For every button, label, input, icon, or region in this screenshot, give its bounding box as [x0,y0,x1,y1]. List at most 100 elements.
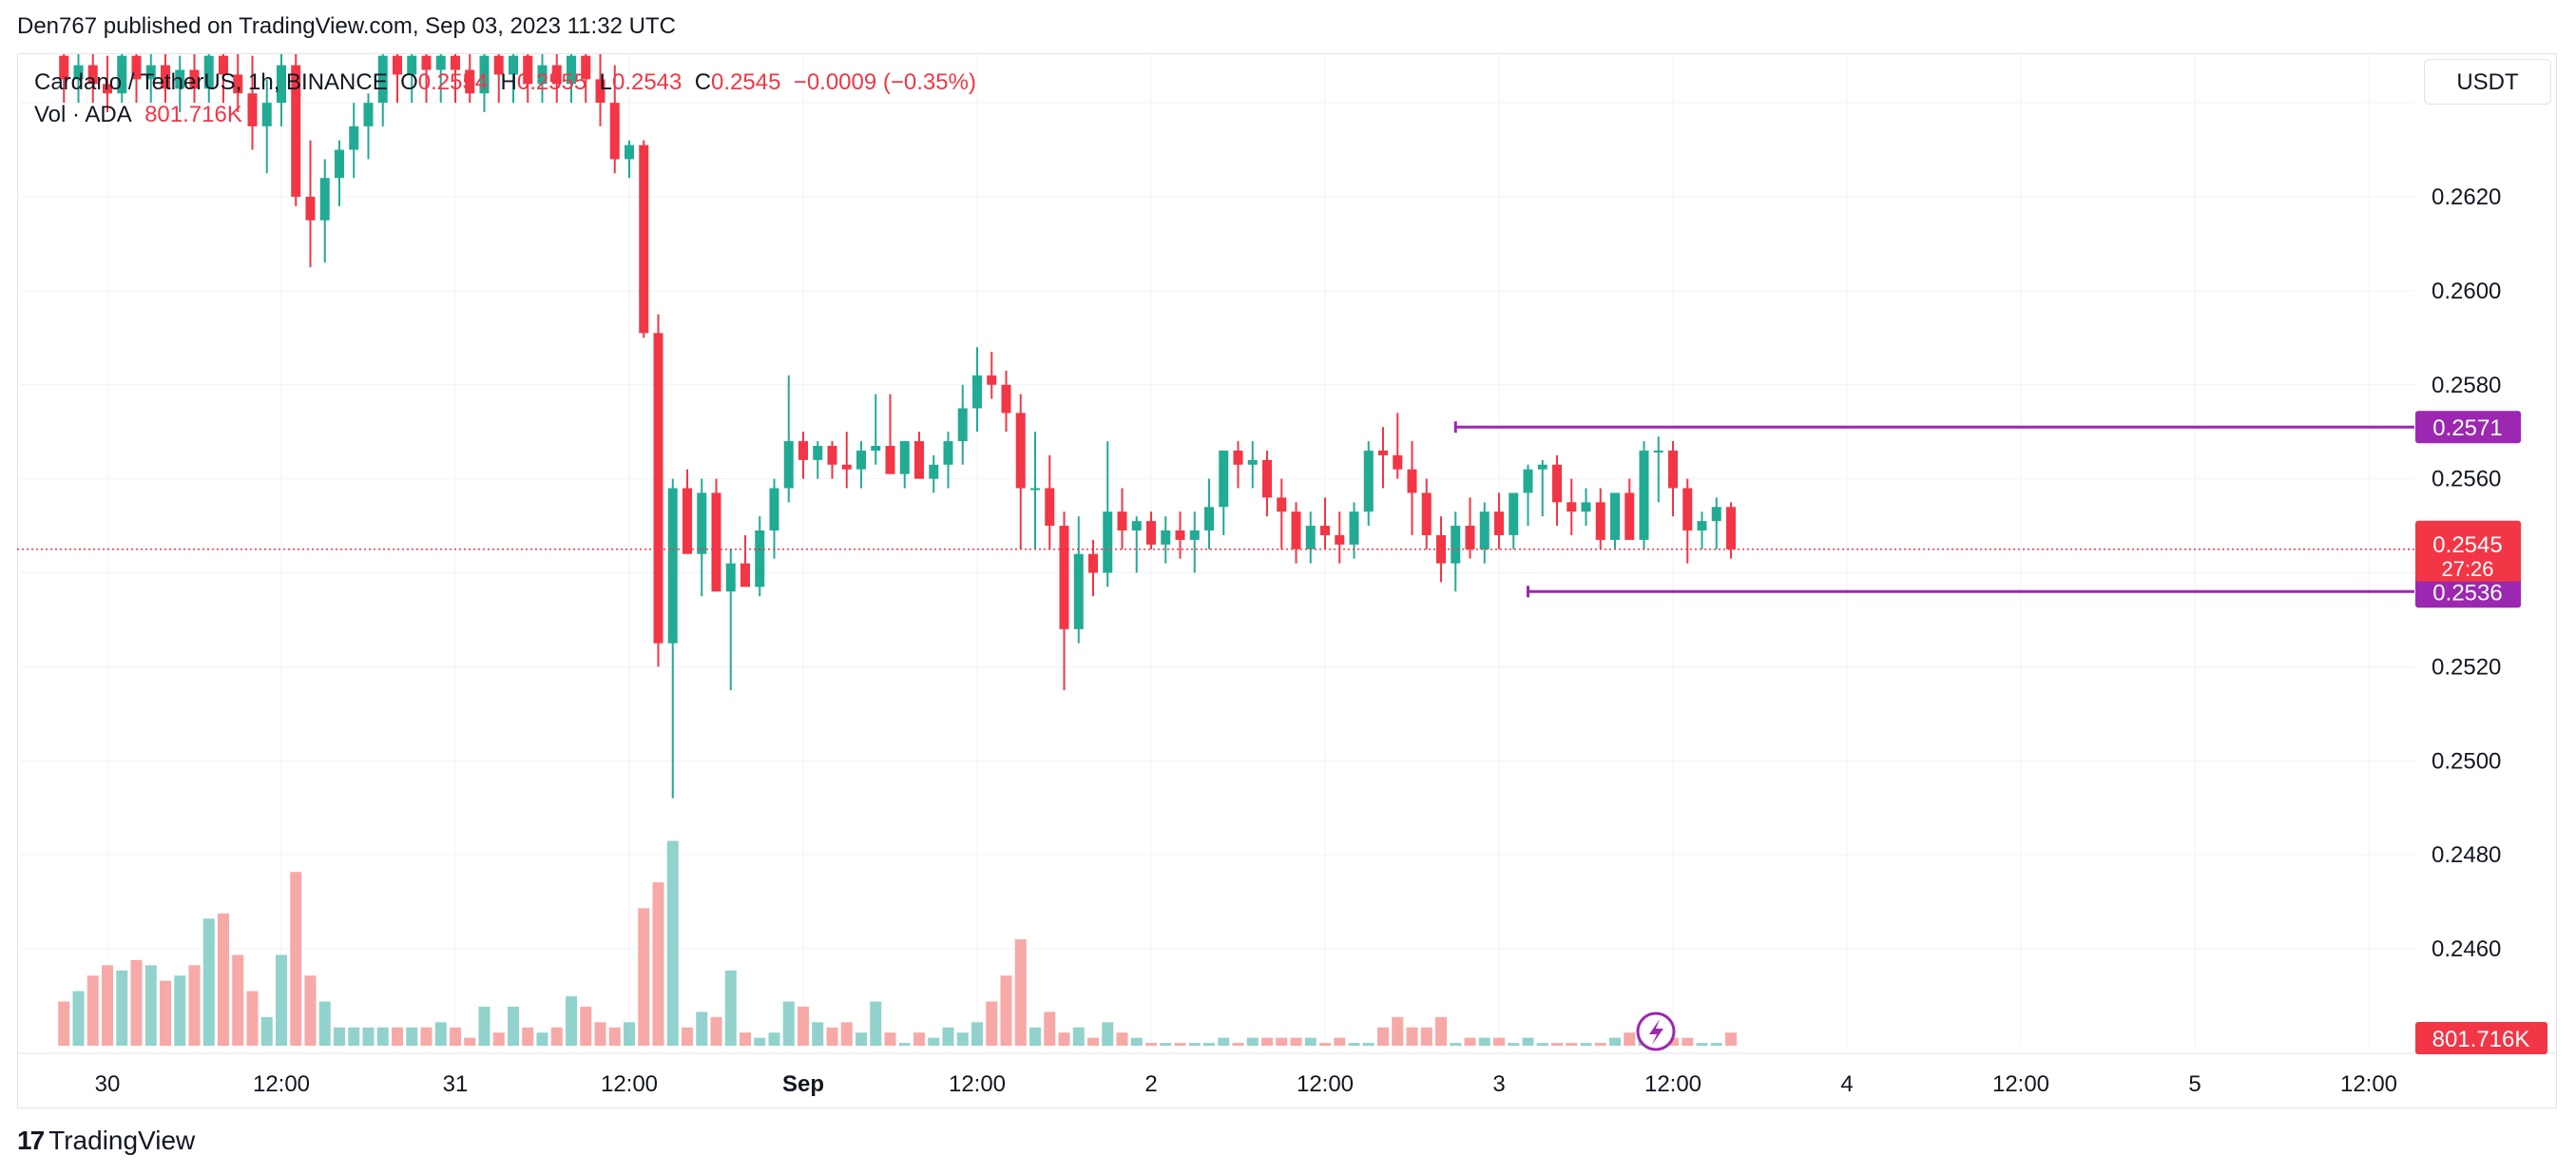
candle-body [899,441,910,474]
candle-body [1219,450,1229,508]
candle-body [813,446,823,460]
volume-bar [1246,1037,1259,1046]
x-tick-label: 12:00 [601,1071,658,1097]
candle-body [219,55,228,75]
candle-body [667,488,678,644]
volume-bar [1522,1037,1534,1046]
candle-body [1421,492,1432,535]
volume-bar [782,1001,795,1046]
candle-body [1175,530,1185,540]
volume-bar [450,1027,461,1046]
volume-bar [348,1027,360,1046]
flash-icon[interactable] [1636,1011,1676,1051]
volume-bar [1044,1011,1056,1046]
candle-body [943,441,953,465]
candle-body [1146,521,1156,545]
candle-body [957,408,968,442]
candle-body [421,55,432,70]
candle-body [277,65,286,104]
candle-body [1088,553,1098,573]
open-value: 0.2554 [417,69,489,95]
countdown-label: 27:26 [2441,557,2493,581]
volume-bar [1261,1037,1273,1046]
volume-bar [1218,1037,1230,1046]
volume-bar [1029,1027,1041,1046]
volume-bar [710,1016,722,1046]
close-value: 0.2545 [711,69,781,95]
volume-bar [754,1037,766,1046]
candle-body [1277,497,1287,512]
horizontal-levels [17,421,2414,598]
symbol-title[interactable]: Cardano / TetherUS, 1h, BINANCE [34,69,388,95]
y-tick-label: 0.2460 [2432,936,2501,962]
volume-bar [956,1032,969,1046]
candle-body [131,55,142,80]
currency-button[interactable]: USDT [2424,59,2551,105]
candle-body [725,563,736,592]
volume-bar [1174,1043,1186,1046]
candle-body [1233,450,1243,465]
y-tick-label: 0.2500 [2432,748,2501,774]
candle-body [1349,511,1359,545]
volume-bar [102,965,113,1046]
volume-bar [798,1006,809,1046]
volume-bar [666,840,679,1046]
candle-body [1335,534,1345,545]
x-tick-label: 4 [1840,1071,1853,1097]
volume-label[interactable]: Vol · ADA [34,102,132,127]
volume-bar [566,996,577,1046]
volume-bar [1160,1043,1172,1046]
volume-value: 801.716K [144,102,242,127]
candle-body [682,488,692,554]
grid [17,54,2414,1046]
candle-body [335,149,344,179]
candle-body [987,375,997,385]
candle-body [117,55,127,94]
candle-body [1378,450,1388,455]
candle-body [871,446,881,451]
volume-bar [492,1032,505,1046]
volume-bar [1580,1043,1592,1046]
volume-bar [682,1027,693,1046]
candle-body [363,103,374,126]
candle-body [523,55,533,85]
candle-body [103,84,112,94]
volume-bar [550,1027,563,1046]
candle-body [1320,526,1330,535]
tradingview-logo[interactable]: 17 TradingView [17,1126,195,1156]
volume-bar [1188,1043,1201,1046]
volume-bar [840,1022,853,1046]
volume-bar [144,965,157,1046]
volume-bar [1203,1043,1215,1046]
candle-body [827,446,837,465]
volume-bar [464,1037,476,1046]
low-value: 0.2543 [611,69,682,95]
candle-body [1465,526,1475,549]
volume-bar [290,872,302,1046]
volume-bar [276,954,287,1046]
volume-bar [1058,1032,1070,1046]
volume-bar [218,913,229,1046]
volume-bar [870,1001,882,1046]
candle-body [755,530,765,588]
volume-bar [1348,1043,1360,1046]
volume-bar [1682,1037,1694,1046]
volume-bar [188,965,201,1046]
volume-bar [58,1001,70,1046]
candle-body [1059,526,1069,629]
chart-frame[interactable] [17,53,2557,1108]
candle-body [1697,521,1707,531]
candle-body [435,55,446,70]
volume-bar [1725,1032,1737,1046]
volume-bar [1290,1037,1302,1046]
x-tick-label: Sep [782,1071,824,1097]
candle-body [595,79,606,104]
volume-bar [1087,1037,1099,1046]
axes: 0.24600.24800.25000.25200.25400.25600.25… [17,184,2557,1097]
candle-body [479,55,490,94]
volume-bar [1594,1043,1606,1046]
volume-bar [1624,1032,1636,1046]
candle-body [537,65,548,85]
volume-bar [260,1016,273,1046]
